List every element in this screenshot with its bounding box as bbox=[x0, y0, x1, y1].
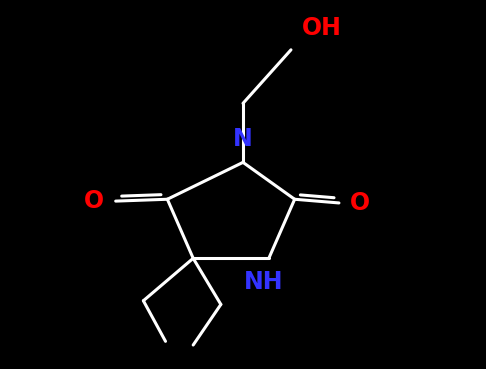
Text: O: O bbox=[350, 191, 370, 215]
Text: NH: NH bbox=[243, 270, 283, 294]
Text: OH: OH bbox=[302, 16, 342, 40]
Text: O: O bbox=[84, 189, 104, 213]
Text: N: N bbox=[233, 127, 253, 151]
